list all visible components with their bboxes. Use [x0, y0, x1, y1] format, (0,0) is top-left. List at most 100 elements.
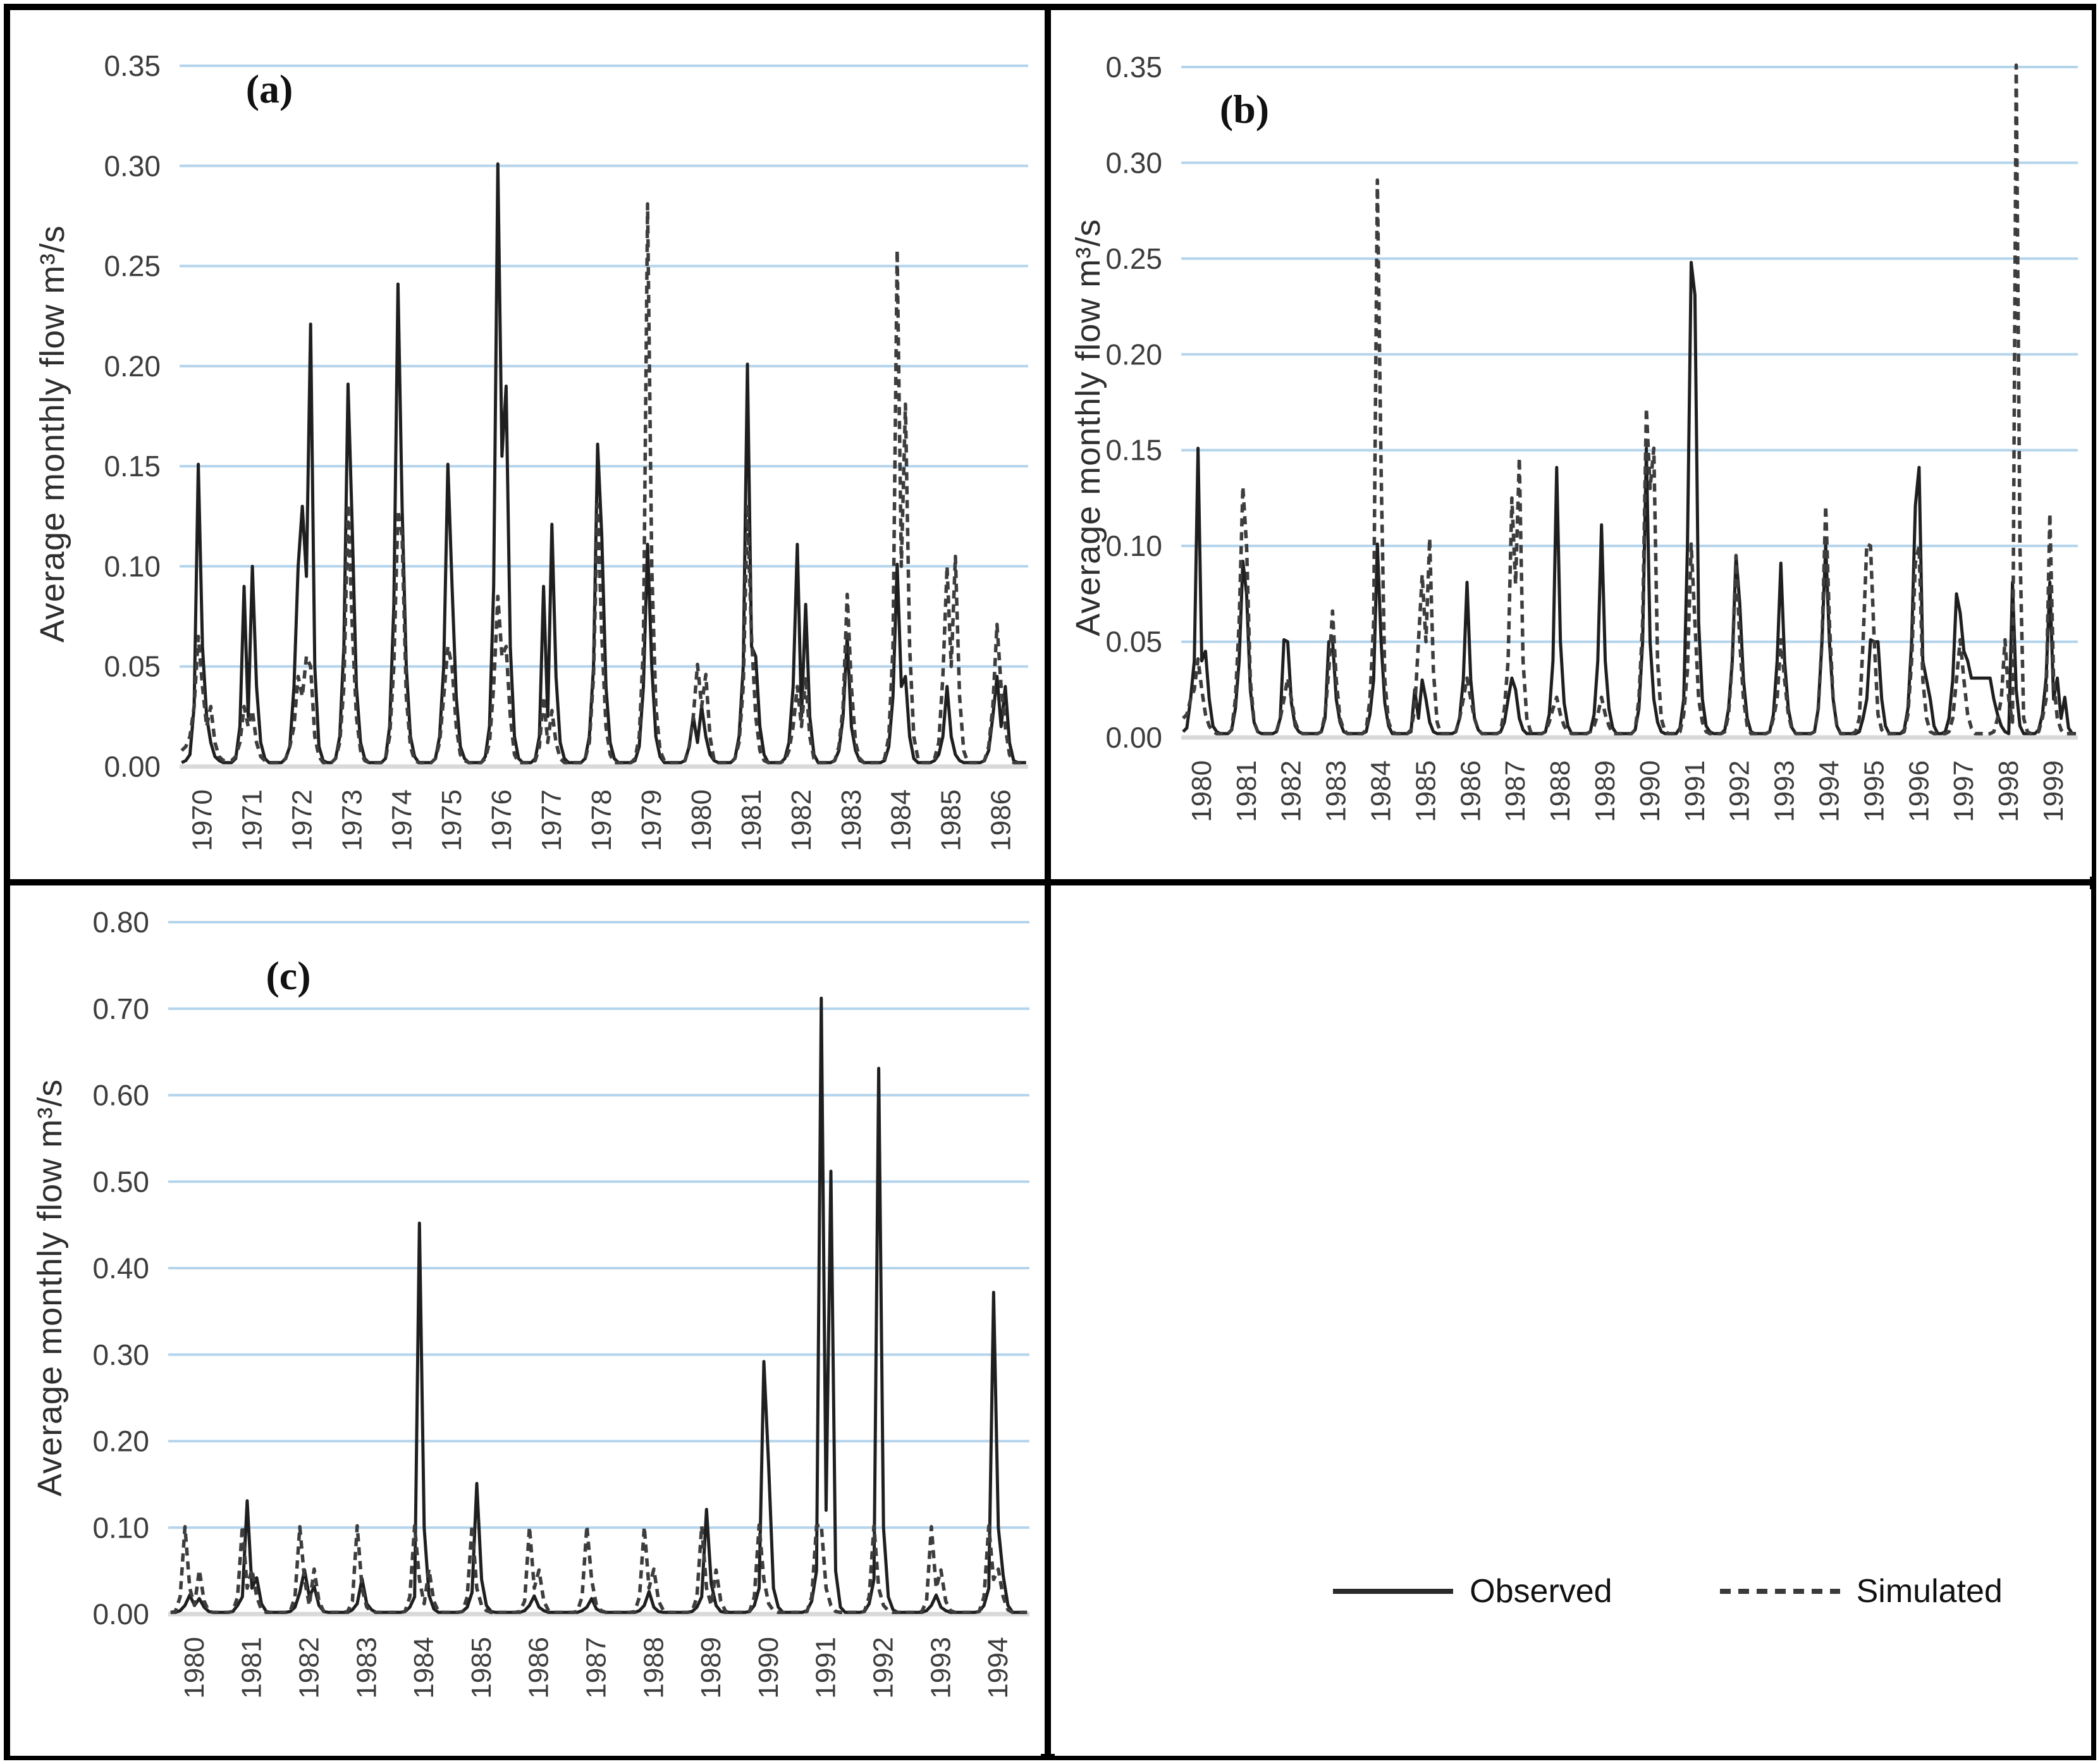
- observed-series-line: [1182, 261, 2076, 736]
- x-tick-label: 1976: [486, 789, 517, 851]
- x-tick-label: 1984: [886, 789, 917, 851]
- y-tick-label: 0.35: [1105, 51, 1162, 83]
- x-tick-label: 1996: [1903, 760, 1934, 822]
- y-tick-label: 0.10: [1105, 529, 1162, 562]
- x-tick-label: 1997: [1948, 760, 1979, 822]
- simulated-series-line: [1182, 63, 2076, 736]
- x-tick-label: 1993: [925, 1637, 956, 1699]
- y-tick-label: 0.00: [92, 1598, 149, 1631]
- x-tick-label: 1991: [811, 1637, 842, 1699]
- x-tick-label: 1981: [236, 1637, 267, 1699]
- y-tick-label: 0.05: [1105, 626, 1162, 658]
- x-tick-label: 1992: [868, 1637, 899, 1699]
- x-tick-label: 1985: [1410, 760, 1441, 822]
- x-tick-label: 1981: [736, 789, 767, 851]
- x-tick-label: 1972: [286, 789, 317, 851]
- x-tick-label: 1973: [336, 789, 367, 851]
- panel-divider-vertical-bottom: [1045, 885, 1051, 1760]
- y-tick-label: 0.20: [92, 1425, 149, 1458]
- x-tick-label: 1990: [753, 1637, 784, 1699]
- x-tick-label: 1983: [1321, 760, 1352, 822]
- x-tick-label: 1989: [696, 1637, 727, 1699]
- x-tick-label: 1971: [236, 789, 267, 851]
- y-tick-label: 0.60: [92, 1079, 149, 1112]
- y-tick-label: 0.40: [92, 1252, 149, 1285]
- x-tick-label: 1983: [351, 1637, 382, 1699]
- y-tick-label: 0.25: [104, 250, 161, 283]
- x-tick-label: 1994: [983, 1637, 1014, 1699]
- y-tick-label: 0.00: [104, 750, 161, 783]
- x-tick-label: 1981: [1231, 760, 1262, 822]
- chart-title: (b): [1219, 87, 1270, 132]
- x-tick-label: 1975: [436, 789, 467, 851]
- chart-plot-area: 0.80 0.70 0.60 0.50 0.40 0.30 0.20 0.10 0.00 1980…: [92, 906, 1029, 1699]
- y-tick-label: 0.70: [92, 992, 149, 1025]
- x-tick-label: 1986: [524, 1637, 555, 1699]
- x-tick-label: 1986: [986, 789, 1017, 851]
- y-tick-label: 0.30: [1105, 146, 1162, 179]
- x-tick-label: 1994: [1814, 760, 1845, 822]
- panel-divider-vertical-top: [1045, 4, 1051, 884]
- y-tick-label: 0.15: [1105, 434, 1162, 467]
- chart-plot-area: 0.35 0.30 0.25 0.20 0.15 0.10 0.05 0.00 1980 1981…: [1105, 51, 2078, 822]
- y-tick-label: 0.25: [1105, 242, 1162, 275]
- observed-line-sample-icon: [1333, 1589, 1454, 1594]
- x-tick-label: 1983: [836, 789, 867, 851]
- x-tick-label: 1987: [1500, 760, 1531, 822]
- x-tick-label: 1982: [1276, 760, 1307, 822]
- y-tick-label: 0.05: [104, 650, 161, 683]
- y-tick-label: 0.20: [1105, 338, 1162, 371]
- x-tick-label: 1988: [638, 1637, 669, 1699]
- simulated-series-line: [170, 1523, 1028, 1615]
- y-tick-label: 0.35: [104, 49, 161, 82]
- y-tick-label: 0.10: [92, 1511, 149, 1544]
- x-tick-label: 1980: [179, 1637, 210, 1699]
- y-tick-label: 0.30: [92, 1338, 149, 1371]
- y-tick-label: 0.00: [1105, 721, 1162, 754]
- y-tick-label: 0.15: [104, 450, 161, 483]
- y-tick-label: 0.50: [92, 1165, 149, 1198]
- x-tick-label: 1990: [1635, 760, 1666, 822]
- x-tick-label: 1992: [1724, 760, 1755, 822]
- x-tick-label: 1978: [586, 789, 617, 851]
- y-tick-label: 0.80: [92, 906, 149, 939]
- simulated-line-sample-icon: [1719, 1589, 1840, 1594]
- x-tick-label: 1985: [466, 1637, 497, 1699]
- x-tick-label: 1987: [580, 1637, 611, 1699]
- chart-panel-b: Average monthly flow m³/s (b) 0.35 0.30 0.…: [1055, 10, 2092, 877]
- observed-series-line: [170, 996, 1028, 1614]
- x-tick-label: 1974: [386, 789, 417, 851]
- x-tick-label: 1993: [1769, 760, 1800, 822]
- legend-item-observed: Observed: [1333, 1572, 1612, 1610]
- simulated-series-line: [180, 202, 1026, 765]
- legend-observed-label: Observed: [1470, 1573, 1612, 1610]
- y-tick-label: 0.30: [104, 149, 161, 182]
- chart-panel-c: Average monthly flow m³/s (c) 0.80 0.70 0.…: [10, 889, 1041, 1756]
- x-tick-label: 1982: [786, 789, 817, 851]
- legend: Observed Simulated: [1055, 1572, 2091, 1610]
- x-tick-label: 1986: [1455, 760, 1486, 822]
- y-tick-label: 0.10: [104, 550, 161, 583]
- chart-title: (c): [266, 953, 311, 998]
- x-tick-label: 1979: [636, 789, 667, 851]
- y-tick-label: 0.20: [104, 350, 161, 383]
- x-tick-label: 1999: [2038, 760, 2069, 822]
- x-tick-label: 1988: [1545, 760, 1576, 822]
- x-tick-label: 1984: [408, 1637, 439, 1699]
- x-tick-label: 1985: [936, 789, 967, 851]
- x-tick-label: 1982: [293, 1637, 324, 1699]
- x-tick-label: 1984: [1366, 760, 1397, 822]
- x-tick-label: 1998: [1993, 760, 2024, 822]
- legend-quadrant: Observed Simulated: [1055, 889, 2091, 1756]
- x-tick-label: 1980: [686, 789, 717, 851]
- legend-item-simulated: Simulated: [1719, 1572, 2003, 1610]
- legend-simulated-label: Simulated: [1856, 1573, 2003, 1610]
- x-tick-label: 1970: [187, 789, 218, 851]
- x-tick-label: 1995: [1858, 760, 1889, 822]
- chart-plot-area: 0.35 0.30 0.25 0.20 0.15 0.10 0.05 0.00 1970 1971…: [104, 49, 1028, 851]
- chart-panel-a: Average monthly flow m³/s (a) 0.35 0.30 0.…: [10, 10, 1041, 877]
- x-tick-label: 1989: [1590, 760, 1621, 822]
- panel-divider-horizontal: [4, 879, 2096, 885]
- x-tick-label: 1977: [536, 789, 567, 851]
- x-tick-label: 1980: [1186, 760, 1217, 822]
